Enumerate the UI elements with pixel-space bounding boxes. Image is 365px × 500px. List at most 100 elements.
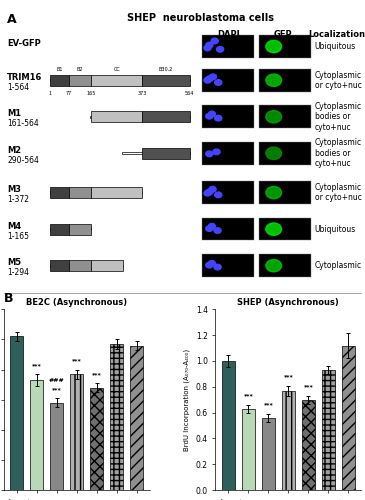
Bar — [110, 344, 123, 490]
Bar — [342, 346, 355, 490]
Circle shape — [215, 80, 222, 86]
Text: 77: 77 — [66, 92, 72, 96]
Text: 564: 564 — [185, 92, 194, 96]
Text: 1-372: 1-372 — [7, 195, 29, 204]
FancyBboxPatch shape — [260, 218, 311, 240]
FancyBboxPatch shape — [260, 254, 311, 277]
Text: M2: M2 — [7, 146, 21, 155]
Text: Cytoplasmic
bodies or
cyto+nuc: Cytoplasmic bodies or cyto+nuc — [315, 102, 362, 132]
Title: BE2C (Asynchronous): BE2C (Asynchronous) — [26, 298, 127, 307]
Circle shape — [206, 42, 213, 48]
Bar — [50, 260, 69, 272]
Text: 165: 165 — [86, 92, 96, 96]
FancyBboxPatch shape — [260, 182, 311, 204]
Circle shape — [266, 223, 281, 235]
Bar — [142, 148, 190, 159]
Text: ***: *** — [303, 384, 313, 390]
Text: B: B — [4, 292, 13, 306]
Text: Ubiquitous: Ubiquitous — [315, 42, 356, 51]
Bar — [50, 187, 69, 198]
Text: M4: M4 — [7, 222, 21, 231]
Circle shape — [215, 192, 222, 198]
Circle shape — [208, 111, 215, 117]
FancyBboxPatch shape — [202, 35, 254, 58]
Bar — [69, 260, 91, 272]
Text: 373: 373 — [138, 92, 147, 96]
Circle shape — [206, 226, 213, 232]
FancyBboxPatch shape — [260, 142, 311, 165]
Text: 1-564: 1-564 — [7, 83, 29, 92]
Text: 1-165: 1-165 — [7, 232, 29, 240]
Circle shape — [214, 264, 221, 270]
Text: CC: CC — [113, 67, 120, 72]
Bar — [91, 111, 142, 122]
Circle shape — [208, 224, 215, 229]
Circle shape — [206, 114, 213, 119]
Text: 290-564: 290-564 — [7, 156, 39, 165]
Bar — [91, 260, 123, 272]
Bar — [10, 336, 23, 490]
Bar — [282, 390, 295, 490]
Circle shape — [210, 74, 216, 80]
FancyArrow shape — [50, 228, 91, 230]
Circle shape — [204, 78, 211, 83]
Circle shape — [206, 189, 213, 195]
FancyBboxPatch shape — [260, 106, 311, 128]
Bar — [50, 74, 69, 86]
Text: Localization: Localization — [308, 30, 365, 38]
Text: M1: M1 — [7, 110, 21, 118]
FancyBboxPatch shape — [202, 218, 254, 240]
Bar — [69, 74, 91, 86]
FancyArrow shape — [50, 192, 142, 194]
Bar — [322, 370, 335, 490]
Circle shape — [215, 116, 222, 121]
Text: B1: B1 — [56, 67, 63, 72]
FancyArrow shape — [50, 79, 190, 82]
Text: M5: M5 — [7, 258, 21, 268]
Bar — [50, 402, 63, 490]
Bar — [222, 361, 235, 490]
FancyBboxPatch shape — [202, 182, 254, 204]
Bar — [302, 400, 315, 490]
Text: 1-294: 1-294 — [7, 268, 29, 277]
Text: M3: M3 — [7, 186, 21, 194]
Text: 1: 1 — [49, 92, 52, 96]
Bar — [142, 111, 190, 122]
Text: ***: *** — [92, 372, 101, 377]
FancyBboxPatch shape — [202, 142, 254, 165]
Text: ###: ### — [49, 378, 65, 383]
Circle shape — [208, 260, 215, 266]
Circle shape — [266, 40, 281, 52]
Circle shape — [209, 186, 216, 192]
Title: SHEP (Asynchronous): SHEP (Asynchronous) — [238, 298, 339, 307]
Bar — [70, 374, 83, 490]
Bar — [262, 418, 275, 490]
Text: Cytoplasmic
or cyto+nuc: Cytoplasmic or cyto+nuc — [315, 183, 362, 203]
Circle shape — [211, 38, 218, 44]
FancyArrow shape — [90, 116, 190, 118]
Bar — [50, 224, 69, 234]
Bar — [90, 388, 103, 490]
Y-axis label: BrdU Incorporation (A₀₇₀-A₄₀₀): BrdU Incorporation (A₀₇₀-A₄₀₀) — [184, 348, 190, 451]
Text: Cytoplasmic
or cyto+nuc: Cytoplasmic or cyto+nuc — [315, 70, 362, 90]
FancyBboxPatch shape — [260, 35, 311, 58]
Bar — [242, 408, 255, 490]
Text: ***: *** — [243, 394, 253, 398]
Bar — [130, 346, 143, 490]
Circle shape — [266, 110, 281, 123]
FancyArrow shape — [50, 264, 123, 267]
Circle shape — [206, 151, 213, 156]
FancyBboxPatch shape — [202, 106, 254, 128]
Text: ***: *** — [72, 358, 81, 364]
Text: DAPI: DAPI — [218, 30, 240, 38]
Text: ***: *** — [264, 402, 273, 407]
Text: Cytoplasmic
bodies or
cyto+nuc: Cytoplasmic bodies or cyto+nuc — [315, 138, 362, 168]
FancyBboxPatch shape — [202, 254, 254, 277]
Circle shape — [204, 45, 211, 51]
Bar — [69, 224, 91, 234]
Text: TRIM16: TRIM16 — [7, 73, 43, 82]
Circle shape — [266, 74, 281, 86]
Circle shape — [266, 260, 281, 272]
Text: ***: *** — [32, 363, 42, 368]
Text: A: A — [7, 13, 17, 26]
